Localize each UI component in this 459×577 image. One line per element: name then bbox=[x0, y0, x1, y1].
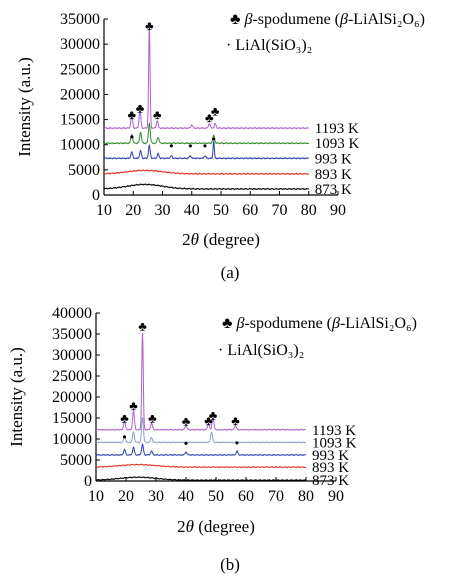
spodumene-marker: ♣ bbox=[182, 413, 191, 428]
series-line-1093k bbox=[103, 121, 310, 145]
x-tick-label: 90 bbox=[328, 488, 344, 505]
series-label: 1093 K bbox=[312, 435, 357, 451]
series-label: 873 K bbox=[312, 473, 349, 489]
spodumene-marker: ♣ bbox=[231, 413, 240, 428]
series-label: 893 K bbox=[315, 167, 352, 183]
spodumene-marker: ♣ bbox=[211, 104, 220, 119]
legend-entry-spodumene: ♣ β-spodumene (β-LiAlSi₂O₆) bbox=[222, 315, 417, 332]
lialsio-marker: · bbox=[121, 427, 128, 449]
spodumene-marker: ♣ bbox=[136, 101, 145, 116]
y-axis-title: Intensity (a.u.) bbox=[15, 57, 34, 157]
y-tick-label: 0 bbox=[84, 473, 92, 490]
y-tick-label: 35000 bbox=[60, 11, 100, 28]
series-line-873k bbox=[103, 183, 310, 191]
y-tick-label: 10000 bbox=[52, 431, 92, 448]
panel-label: (b) bbox=[220, 555, 240, 574]
y-tick-label: 30000 bbox=[52, 347, 92, 364]
legend-entry-lialsio: · LiAl(SiO₃)₂ bbox=[226, 37, 312, 54]
y-tick-label: 15000 bbox=[52, 410, 92, 427]
x-tick-label: 70 bbox=[272, 202, 288, 219]
spodumene-marker: ♣ bbox=[138, 318, 147, 333]
series-line-1093k bbox=[95, 417, 307, 444]
lialsio-marker: · bbox=[187, 136, 194, 158]
lialsio-marker: · bbox=[210, 129, 217, 151]
series-line-893k bbox=[95, 463, 307, 469]
x-tick-label: 50 bbox=[213, 202, 229, 219]
spodumene-marker: ♣ bbox=[129, 398, 138, 413]
x-tick-label: 60 bbox=[238, 488, 254, 505]
x-tick-label: 40 bbox=[184, 202, 200, 219]
y-tick-label: 30000 bbox=[60, 36, 100, 53]
x-tick-label: 70 bbox=[268, 488, 284, 505]
y-tick-label: 35000 bbox=[52, 326, 92, 343]
spodumene-marker: ♣ bbox=[209, 407, 218, 422]
series-label: 993 K bbox=[315, 151, 352, 167]
x-tick-label: 20 bbox=[118, 488, 134, 505]
x-tick-label: 80 bbox=[298, 488, 314, 505]
spodumene-marker: ♣ bbox=[120, 410, 129, 425]
x-tick-label: 60 bbox=[242, 202, 258, 219]
y-tick-label: 20000 bbox=[60, 86, 100, 103]
y-tick-label: 10000 bbox=[60, 137, 100, 154]
series-line-893k bbox=[103, 169, 310, 176]
spodumene-marker: ♣ bbox=[148, 410, 157, 425]
series-label: 1093 K bbox=[315, 136, 360, 152]
x-axis-title: 2θ (degree) bbox=[182, 230, 260, 249]
y-tick-label: 25000 bbox=[52, 368, 92, 385]
legend-entry-spodumene: ♣ β-spodumene (β-LiAlSi₂O₆) bbox=[230, 11, 425, 28]
series-line-1193k bbox=[103, 26, 310, 130]
spodumene-marker: ♣ bbox=[153, 107, 162, 122]
y-tick-label: 5000 bbox=[68, 162, 100, 179]
x-tick-label: 80 bbox=[301, 202, 317, 219]
x-tick-label: 10 bbox=[96, 202, 112, 219]
x-tick-label: 20 bbox=[125, 202, 141, 219]
series-line-993k bbox=[103, 141, 310, 160]
series-line-993k bbox=[95, 443, 307, 457]
y-tick-label: 5000 bbox=[60, 452, 92, 469]
lialsio-marker: · bbox=[202, 136, 209, 158]
series-label: 893 K bbox=[312, 460, 349, 476]
y-axis-title: Intensity (a.u.) bbox=[7, 347, 26, 447]
spodumene-marker: ♣ bbox=[204, 413, 213, 428]
series-label: 1193 K bbox=[312, 423, 356, 439]
x-tick-label: 40 bbox=[178, 488, 194, 505]
spodumene-marker: ♣ bbox=[205, 110, 214, 125]
x-tick-label: 10 bbox=[88, 488, 104, 505]
x-tick-label: 50 bbox=[208, 488, 224, 505]
series-line-1193k bbox=[95, 332, 307, 431]
x-axis-title: 2θ (degree) bbox=[177, 517, 255, 536]
lialsio-marker: · bbox=[183, 433, 190, 455]
lialsio-marker: · bbox=[128, 127, 135, 149]
lialsio-marker: · bbox=[168, 136, 175, 158]
y-tick-label: 0 bbox=[92, 187, 100, 204]
series-label: 1193 K bbox=[315, 121, 359, 137]
lialsio-marker: · bbox=[234, 432, 241, 454]
legend-entry-lialsio: · LiAl(SiO₃)₂ bbox=[218, 342, 304, 359]
x-tick-label: 30 bbox=[155, 202, 171, 219]
x-tick-label: 30 bbox=[148, 488, 164, 505]
spodumene-marker: ♣ bbox=[128, 107, 137, 122]
panel-label: (a) bbox=[221, 263, 240, 282]
y-tick-label: 15000 bbox=[60, 112, 100, 129]
series-label: 993 K bbox=[312, 448, 349, 464]
x-tick-label: 90 bbox=[330, 202, 346, 219]
spodumene-marker: ♣ bbox=[145, 18, 154, 33]
y-tick-label: 40000 bbox=[52, 305, 92, 322]
y-tick-label: 25000 bbox=[60, 61, 100, 78]
series-label: 873 K bbox=[315, 182, 352, 198]
y-tick-label: 20000 bbox=[52, 389, 92, 406]
series-line-873k bbox=[95, 476, 307, 482]
